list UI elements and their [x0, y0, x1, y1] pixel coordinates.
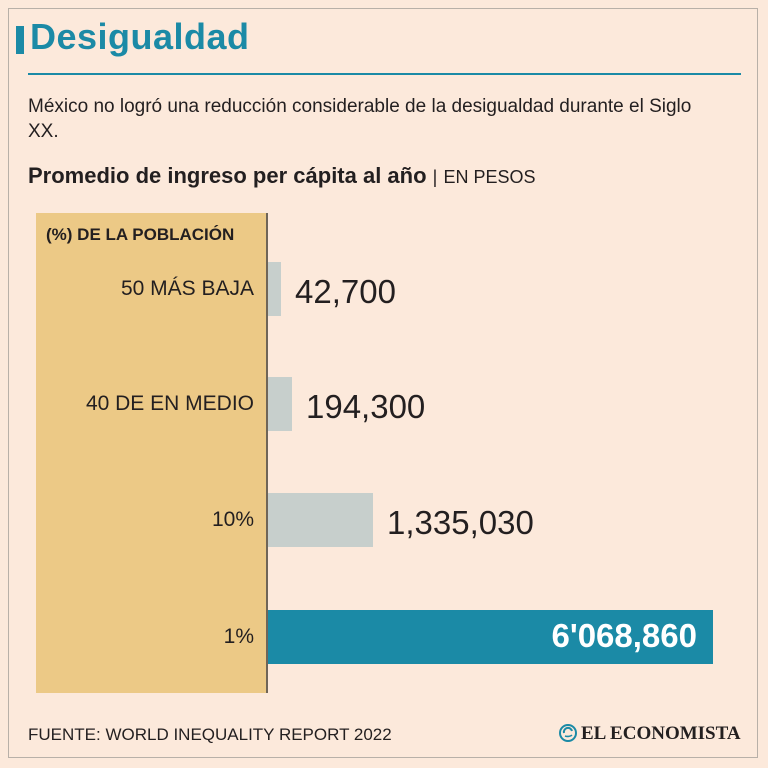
frame-border	[8, 8, 758, 758]
subtitle: México no logró una reducción considerab…	[28, 96, 692, 142]
page-title: Desigualdad	[30, 16, 250, 57]
category-label: 10%	[211, 508, 254, 531]
title-divider	[28, 73, 741, 75]
data-label: 6'068,860	[551, 617, 698, 654]
brand-logo: EL ECONOMISTA	[559, 723, 741, 745]
category-label: 50 MÁS BAJA	[120, 277, 254, 300]
category-header: (%) DE LA POBLACIÓN	[46, 225, 235, 244]
bar	[268, 262, 281, 316]
brand-name: EL ECONOMISTA	[581, 723, 741, 744]
category-label: 40 DE EN MEDIO	[85, 392, 254, 415]
globe-icon	[559, 724, 577, 742]
data-label: 42,700	[295, 273, 396, 310]
data-label: 194,300	[306, 388, 426, 425]
data-label: 1,335,030	[387, 504, 534, 541]
category-label-panel	[36, 213, 268, 693]
chart-unit: EN PESOS	[443, 167, 536, 187]
category-label: 1%	[223, 625, 254, 648]
title-accent-mark	[16, 26, 24, 54]
bar	[268, 377, 292, 431]
chart-title-separator: |	[432, 167, 438, 187]
bar	[268, 493, 373, 547]
bar	[268, 610, 713, 664]
chart-title-main: Promedio de ingreso per cápita al año	[28, 163, 427, 188]
chart-title: Promedio de ingreso per cápita al año | …	[28, 163, 536, 189]
source-note: FUENTE: WORLD INEQUALITY REPORT 2022	[28, 725, 392, 744]
